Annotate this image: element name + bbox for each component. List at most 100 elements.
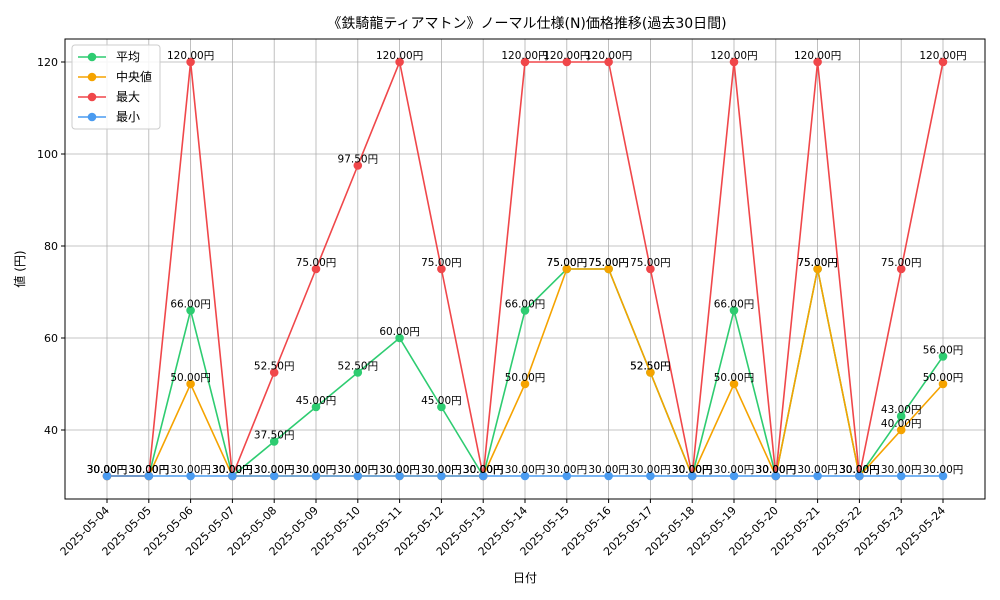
data-point: [311, 402, 321, 412]
data-point: [687, 471, 697, 481]
data-point: [938, 352, 948, 361]
data-point: [896, 264, 906, 274]
data-label: 30.00円: [129, 464, 170, 476]
data-label: 75.00円: [630, 257, 671, 269]
data-label: 30.00円: [797, 464, 838, 476]
data-label: 30.00円: [421, 464, 462, 476]
data-label: 56.00円: [923, 344, 964, 356]
data-point: [729, 57, 739, 67]
series-points: [102, 57, 948, 481]
data-label: 30.00円: [129, 464, 170, 476]
data-point: [353, 368, 363, 377]
x-axis-label: 日付: [513, 571, 537, 585]
data-point: [562, 264, 572, 274]
data-point: [604, 264, 613, 274]
data-label: 37.50円: [254, 430, 295, 442]
data-label: 30.00円: [672, 464, 713, 476]
data-label: 30.00円: [296, 464, 337, 476]
data-label: 30.00円: [756, 464, 797, 476]
data-label: 30.00円: [588, 464, 629, 476]
data-label: 75.00円: [588, 257, 629, 269]
data-point: [437, 471, 446, 481]
data-point: [269, 471, 279, 481]
data-point: [604, 57, 613, 67]
legend-swatch-marker: [87, 112, 97, 122]
data-label: 30.00円: [463, 464, 504, 476]
data-label: 40.00円: [881, 418, 922, 430]
data-point: [938, 379, 948, 389]
data-label: 30.00円: [547, 464, 588, 476]
data-point: [353, 471, 363, 481]
data-label: 30.00円: [170, 464, 211, 476]
data-point: [102, 471, 112, 481]
data-point: [729, 471, 739, 481]
data-label: 30.00円: [839, 464, 880, 476]
data-label: 30.00円: [129, 464, 170, 476]
data-point: [646, 368, 655, 377]
data-label: 30.00円: [630, 464, 671, 476]
data-point: [729, 306, 739, 315]
data-point: [311, 471, 321, 481]
data-label: 75.00円: [421, 257, 462, 269]
data-label: 75.00円: [797, 257, 838, 269]
data-label: 50.00円: [170, 372, 211, 384]
data-point: [228, 471, 237, 481]
data-label: 30.00円: [87, 464, 128, 476]
y-tick-label: 100: [37, 148, 58, 161]
data-point: [144, 471, 154, 481]
data-point: [520, 471, 530, 481]
data-point: [729, 379, 739, 389]
data-point: [520, 57, 530, 67]
data-label: 120.00円: [376, 50, 423, 62]
data-point: [896, 411, 906, 421]
data-label: 30.00円: [923, 464, 964, 476]
data-label: 52.50円: [254, 361, 295, 373]
data-point: [395, 471, 404, 481]
data-label: 30.00円: [421, 464, 462, 476]
legend-label: 最小: [116, 110, 140, 124]
data-label: 75.00円: [588, 257, 629, 269]
data-label: 30.00円: [756, 464, 797, 476]
data-point: [186, 57, 195, 67]
data-label: 97.50円: [338, 154, 379, 166]
data-point: [562, 471, 572, 481]
y-axis-label: 値 (円): [12, 250, 27, 287]
data-point: [186, 306, 195, 315]
data-label: 60.00円: [379, 326, 420, 338]
y-tick-label: 80: [44, 240, 58, 253]
data-label: 120.00円: [710, 50, 757, 62]
data-label: 50.00円: [505, 372, 546, 384]
data-label: 30.00円: [296, 464, 337, 476]
legend-box: [71, 44, 161, 130]
data-label: 30.00円: [87, 464, 128, 476]
data-point: [938, 471, 948, 481]
data-point: [562, 57, 572, 67]
legend-swatch-marker: [87, 52, 97, 62]
x-axis-ticks: 2025-05-042025-05-052025-05-062025-05-07…: [58, 499, 948, 558]
data-label: 30.00円: [212, 464, 253, 476]
y-axis-ticks: 40 60 80 100 120: [37, 56, 65, 437]
data-label: 75.00円: [296, 257, 337, 269]
data-point: [813, 264, 822, 274]
data-point: [186, 471, 195, 481]
legend-label: 平均: [116, 50, 140, 64]
data-label: 30.00円: [839, 464, 880, 476]
data-label: 30.00円: [839, 464, 880, 476]
data-label: 30.00円: [463, 464, 504, 476]
data-point: [520, 379, 530, 389]
data-point: [478, 471, 488, 481]
data-point: [855, 471, 864, 481]
data-point: [604, 471, 613, 481]
data-label: 120.00円: [919, 50, 966, 62]
data-label: 120.00円: [501, 50, 548, 62]
y-tick-label: 40: [44, 424, 58, 437]
y-tick-label: 60: [44, 332, 58, 345]
data-label: 30.00円: [463, 464, 504, 476]
data-point: [269, 368, 279, 377]
data-label: 52.50円: [630, 361, 671, 373]
data-point: [771, 471, 781, 481]
data-label: 66.00円: [170, 298, 211, 310]
data-label: 30.00円: [839, 464, 880, 476]
